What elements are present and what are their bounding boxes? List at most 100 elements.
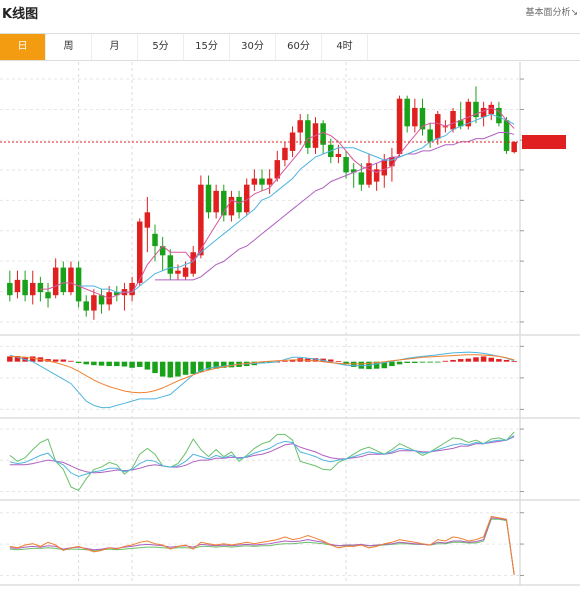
ma5-line (40, 107, 515, 299)
macd-bar-59 (457, 359, 464, 362)
tab-7[interactable]: 4时 (322, 34, 368, 60)
candle-body-16 (129, 282, 135, 296)
macd-bar-10 (83, 361, 89, 365)
candle-body-19 (152, 233, 158, 247)
tab-2[interactable]: 月 (92, 34, 138, 60)
candle-body-44 (343, 157, 349, 173)
candle-body-7 (60, 267, 67, 293)
candle-body-45 (350, 169, 357, 173)
macd-bar-15 (121, 361, 128, 367)
fundamental-analysis-link[interactable]: 基本面分析↘ (525, 8, 578, 18)
candle-body-35 (274, 160, 281, 179)
rsi24-line (9, 518, 515, 575)
candle-body-61 (473, 101, 479, 118)
candle-body-9 (75, 267, 82, 302)
candle-body-0 (7, 282, 13, 296)
macd-bar-20 (159, 361, 166, 377)
macd-bar-40 (312, 358, 319, 362)
candle-body-52 (404, 98, 410, 127)
macd-bar-66 (511, 361, 517, 363)
macd-bar-19 (152, 361, 158, 374)
candle-body-8 (68, 267, 74, 293)
candle-body-27 (213, 190, 219, 213)
kdj-j-line (9, 431, 515, 492)
candle-body-60 (465, 101, 472, 127)
macd-bar-63 (488, 357, 495, 362)
candle-body-63 (488, 104, 495, 115)
macd-bar-18 (144, 361, 151, 370)
macd-bar-24 (190, 361, 196, 374)
candle-body-56 (435, 114, 441, 139)
macd-bar-64 (496, 359, 502, 362)
candle-body-12 (98, 295, 105, 305)
macd-bar-21 (167, 361, 174, 378)
macd-bar-55 (427, 361, 433, 363)
macd-bar-28 (221, 361, 227, 368)
tab-4[interactable]: 15分 (184, 34, 230, 60)
tab-6[interactable]: 60分 (276, 34, 322, 60)
macd-bar-17 (136, 361, 143, 367)
period-tabs: 日周月 5分 15分 30分 60分 4时 (0, 33, 580, 61)
candle-body-54 (419, 107, 426, 130)
macd-bar-61 (473, 357, 479, 362)
candle-body-6 (52, 267, 59, 296)
current-price-tag (522, 135, 566, 150)
macd-bar-44 (343, 361, 349, 365)
candle-body-39 (305, 120, 311, 148)
candle-body-51 (396, 98, 403, 154)
candle-body-46 (358, 172, 365, 185)
tab-1[interactable]: 周 (46, 34, 92, 60)
candle-body-3 (29, 282, 36, 296)
macd-bar-0 (7, 356, 13, 362)
candle-body-2 (22, 279, 28, 296)
candle-body-66 (511, 142, 517, 153)
candle-body-55 (427, 129, 433, 142)
macd-bar-52 (404, 361, 410, 363)
macd-bar-57 (442, 360, 449, 362)
candle-body-41 (320, 123, 326, 145)
macd-bar-65 (503, 359, 510, 362)
chart-title: K线图 (2, 7, 39, 22)
tab-0[interactable]: 日 (0, 34, 46, 60)
tab-5[interactable]: 30分 (230, 34, 276, 60)
macd-bar-62 (480, 356, 487, 362)
candle-body-17 (136, 221, 143, 283)
macd-bar-16 (129, 361, 135, 368)
candle-body-20 (159, 246, 166, 256)
candle-body-36 (282, 147, 288, 161)
tab-3[interactable]: 5分 (138, 34, 184, 60)
macd-bar-9 (75, 361, 82, 363)
candle-body-59 (457, 120, 464, 127)
macd-bar-49 (381, 361, 388, 369)
macd-bar-14 (114, 361, 120, 367)
macd-bar-29 (228, 361, 235, 368)
macd-bar-26 (205, 361, 212, 370)
macd-bar-3 (29, 356, 36, 362)
macd-bar-58 (450, 359, 456, 362)
candle-body-4 (37, 282, 44, 293)
candle-body-53 (412, 107, 418, 127)
candle-body-29 (228, 196, 235, 216)
rsi6-line (9, 515, 515, 575)
kdj-d-line (9, 436, 515, 474)
macd-bar-12 (98, 361, 105, 366)
ma10-line (78, 113, 515, 293)
candle-body-62 (480, 107, 487, 118)
candle-body-24 (190, 252, 196, 274)
dif-line (9, 351, 515, 409)
candle-body-11 (91, 295, 97, 311)
kdj-k-line (9, 435, 515, 478)
candle-body-49 (381, 160, 388, 176)
candle-body-47 (366, 163, 372, 185)
candle-body-21 (167, 255, 174, 274)
macd-bar-42 (328, 359, 334, 362)
macd-bar-53 (412, 361, 418, 363)
candle-body-26 (205, 184, 212, 213)
macd-bar-6 (52, 359, 59, 362)
rsi12-line (9, 517, 515, 575)
candle-body-48 (373, 169, 380, 182)
candle-body-1 (14, 279, 21, 293)
candle-body-57 (442, 126, 449, 128)
macd-bar-23 (182, 361, 189, 375)
